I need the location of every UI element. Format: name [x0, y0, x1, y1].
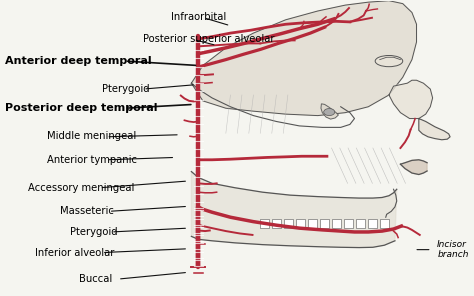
- Bar: [344, 219, 353, 228]
- Bar: [272, 219, 282, 228]
- Text: Pterygoid: Pterygoid: [102, 84, 149, 94]
- Text: Masseteric: Masseteric: [60, 206, 114, 216]
- Text: Pterygoid: Pterygoid: [70, 227, 117, 237]
- Text: Incisor
branch: Incisor branch: [437, 240, 469, 259]
- Text: Infraorbital: Infraorbital: [171, 12, 226, 22]
- Circle shape: [324, 109, 335, 116]
- Text: Buccal: Buccal: [79, 274, 112, 284]
- Ellipse shape: [375, 55, 403, 67]
- Bar: [380, 219, 389, 228]
- Text: Accessory meningeal: Accessory meningeal: [28, 183, 135, 193]
- Text: Posterior superior alveolar: Posterior superior alveolar: [143, 34, 274, 44]
- Text: Anterior tympanic: Anterior tympanic: [46, 155, 137, 165]
- Text: Middle meningeal: Middle meningeal: [46, 131, 136, 141]
- Polygon shape: [191, 172, 397, 247]
- Bar: [368, 219, 377, 228]
- Bar: [284, 219, 293, 228]
- Polygon shape: [419, 118, 450, 140]
- Text: Inferior alveolar: Inferior alveolar: [35, 247, 115, 258]
- Bar: [308, 219, 317, 228]
- Bar: [320, 219, 329, 228]
- Polygon shape: [401, 160, 427, 175]
- Bar: [356, 219, 365, 228]
- Text: Anterior deep temporal: Anterior deep temporal: [5, 56, 152, 66]
- Bar: [332, 219, 341, 228]
- Polygon shape: [389, 80, 433, 118]
- Polygon shape: [191, 1, 417, 116]
- Text: Posterior deep temporal: Posterior deep temporal: [5, 103, 158, 113]
- Polygon shape: [321, 104, 338, 119]
- Bar: [260, 219, 270, 228]
- Bar: [296, 219, 305, 228]
